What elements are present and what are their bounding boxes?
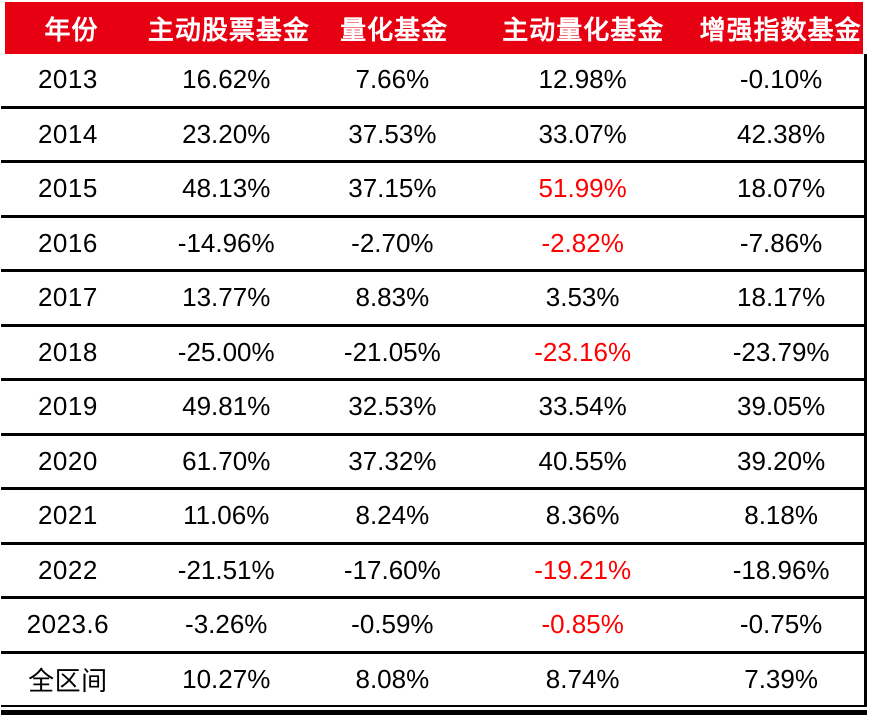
table-row: 2020 61.70% 37.32% 40.55% 39.20%: [1, 436, 864, 490]
year-cell: 2020: [37, 445, 98, 476]
value-cell: -7.86%: [739, 227, 823, 258]
value-cell: 8.18%: [744, 500, 818, 531]
column-header-3: 主动量化基金: [502, 14, 665, 45]
value-cell: -21.51%: [177, 554, 275, 585]
year-cell: 2017: [37, 282, 98, 313]
value-cell: 18.07%: [737, 173, 826, 204]
value-cell: -2.70%: [351, 227, 434, 258]
value-cell: -19.21%: [534, 554, 632, 585]
value-cell: 18.17%: [737, 282, 826, 313]
value-cell: 12.98%: [538, 64, 627, 95]
value-cell: 11.06%: [183, 500, 270, 531]
table-row: 2013 16.62% 7.66% 12.98% -0.10%: [1, 54, 864, 109]
table-row: 2021 11.06% 8.24% 8.36% 8.18%: [1, 490, 864, 545]
value-cell: 7.66%: [355, 64, 430, 95]
value-cell: -2.82%: [541, 227, 624, 258]
value-cell: 39.05%: [737, 391, 826, 422]
value-cell: 37.53%: [348, 118, 437, 149]
value-cell: 37.32%: [348, 445, 437, 476]
value-cell: -25.00%: [177, 336, 275, 367]
value-cell: -18.96%: [732, 554, 830, 585]
value-cell: -21.05%: [343, 336, 441, 367]
year-cell: 全区间: [28, 665, 108, 696]
value-cell: 32.53%: [348, 391, 437, 422]
value-cell: 3.53%: [545, 282, 620, 313]
value-cell: 7.39%: [744, 663, 818, 694]
value-cell: 48.13%: [182, 173, 271, 204]
value-cell: 8.36%: [545, 500, 620, 531]
value-cell: -23.16%: [534, 336, 632, 367]
year-cell: 2023.6: [26, 609, 110, 640]
value-cell: 49.81%: [182, 391, 271, 422]
value-cell: 37.15%: [348, 173, 437, 204]
column-header-4: 增强指数基金: [699, 14, 862, 45]
year-cell: 2013: [37, 64, 98, 95]
value-cell: -23.79%: [732, 336, 830, 367]
bottom-rule-gap: [1, 707, 867, 710]
value-cell: 61.70%: [182, 445, 271, 476]
value-cell: -0.59%: [351, 609, 434, 640]
table-row: 2014 23.20% 37.53% 33.07% 42.38%: [1, 109, 864, 163]
value-cell: -14.96%: [177, 227, 275, 258]
value-cell: 23.20%: [182, 118, 271, 149]
column-header-2: 量化基金: [340, 14, 449, 45]
bottom-rule-thick: [1, 710, 867, 715]
year-cell: 2019: [37, 391, 98, 422]
value-cell: 8.83%: [355, 282, 430, 313]
value-cell: -3.26%: [185, 609, 268, 640]
table-row: 2023.6 -3.26% -0.59% -0.85% -0.75%: [1, 599, 864, 654]
value-cell: 42.38%: [737, 118, 826, 149]
year-cell: 2022: [37, 554, 98, 585]
value-cell: -0.85%: [541, 609, 624, 640]
table-header-row: 年份 主动股票基金 量化基金 主动量化基金 增强指数基金: [5, 2, 863, 54]
year-cell: 2015: [37, 173, 98, 204]
value-cell: 8.08%: [355, 663, 430, 694]
value-cell: 33.07%: [538, 118, 627, 149]
column-header-1: 主动股票基金: [147, 14, 310, 45]
column-header-0: 年份: [44, 14, 99, 45]
value-cell: 8.74%: [545, 663, 620, 694]
value-cell: -17.60%: [343, 554, 441, 585]
table-row: 2018 -25.00% -21.05% -23.16% -23.79%: [1, 327, 864, 381]
year-cell: 2014: [37, 118, 98, 149]
value-cell: 8.24%: [355, 500, 430, 531]
table-row: 2016 -14.96% -2.70% -2.82% -7.86%: [1, 218, 864, 272]
table-row: 2015 48.13% 37.15% 51.99% 18.07%: [1, 163, 864, 218]
value-cell: 33.54%: [538, 391, 627, 422]
year-cell: 2021: [37, 500, 98, 531]
year-cell: 2018: [37, 336, 98, 367]
value-cell: 51.99%: [538, 173, 627, 204]
value-cell: -0.75%: [739, 609, 823, 640]
table-row: 2017 13.77% 8.83% 3.53% 18.17%: [1, 272, 864, 327]
year-cell: 2016: [37, 227, 98, 258]
table-row: 全区间 10.27% 8.08% 8.74% 7.39%: [1, 654, 864, 707]
table-row: 2019 49.81% 32.53% 33.54% 39.05%: [1, 381, 864, 436]
value-cell: -0.10%: [739, 64, 823, 95]
value-cell: 16.62%: [182, 64, 271, 95]
value-cell: 39.20%: [737, 445, 826, 476]
value-cell: 13.77%: [182, 282, 271, 313]
value-cell: 10.27%: [182, 663, 271, 694]
value-cell: 40.55%: [538, 445, 627, 476]
table-row: 2022 -21.51% -17.60% -19.21% -18.96%: [1, 545, 864, 599]
table-body: 2013 16.62% 7.66% 12.98% -0.10% 2014 23.20% 37.…: [1, 54, 867, 707]
